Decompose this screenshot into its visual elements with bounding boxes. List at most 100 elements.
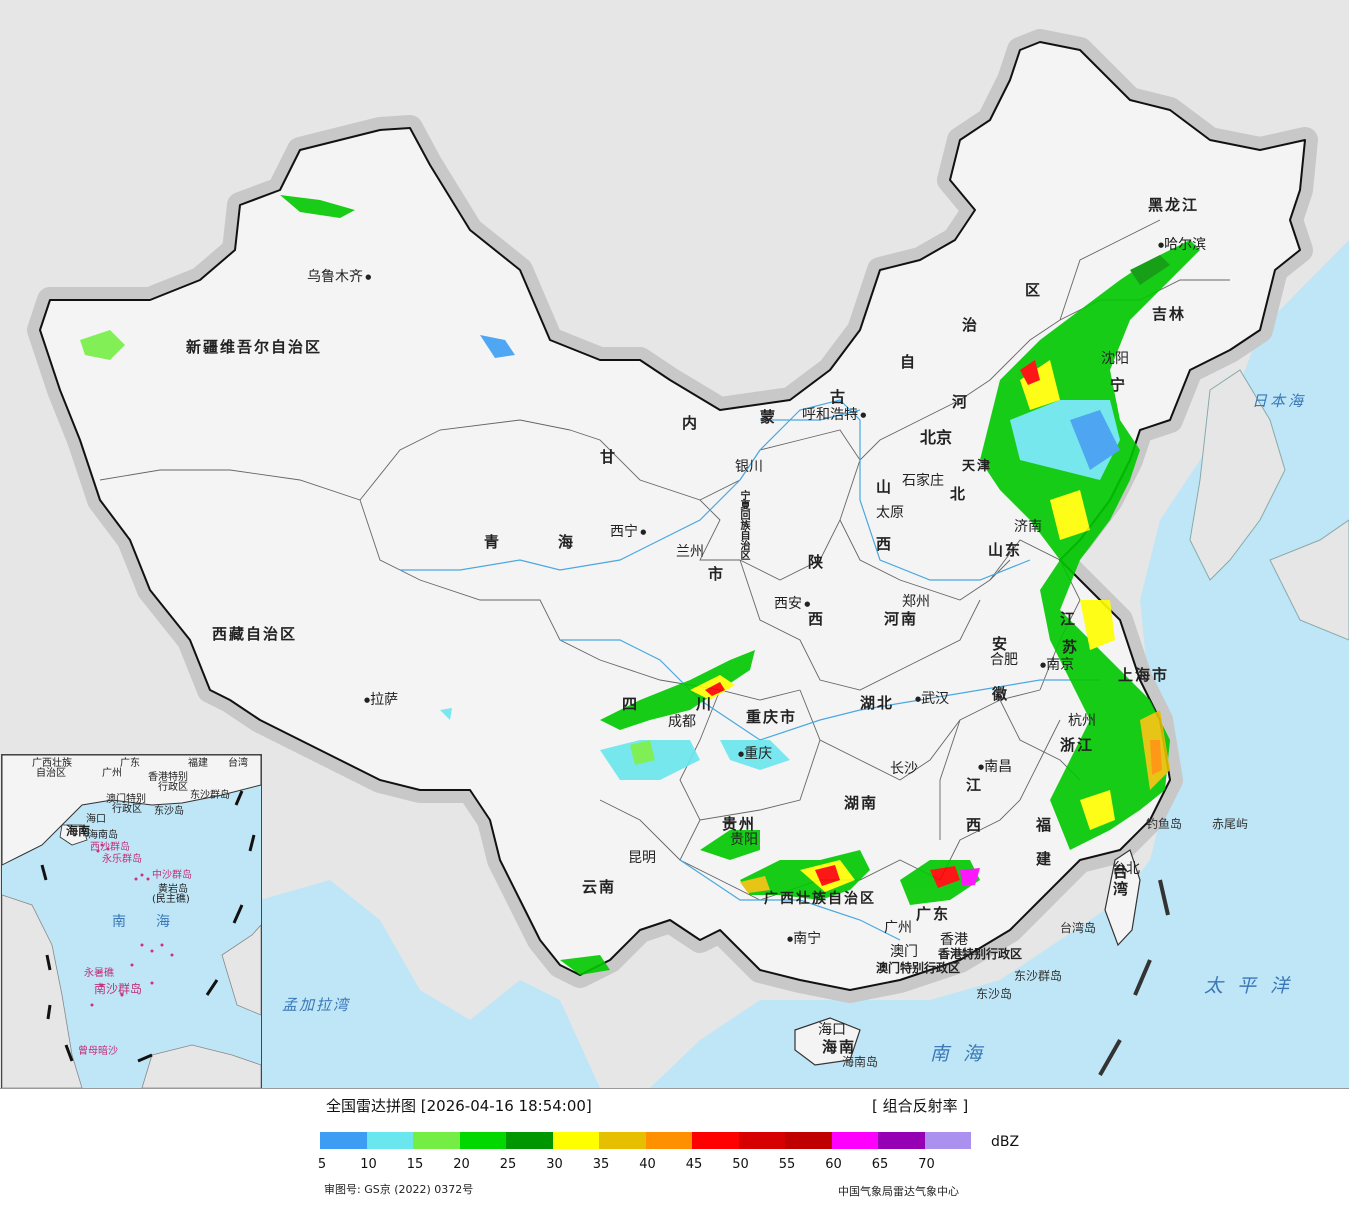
province-label: 宁	[1110, 376, 1128, 394]
province-label: 安	[992, 635, 1010, 653]
colorbar-tick: 20	[453, 1157, 470, 1172]
colorbar-swatch	[878, 1132, 925, 1149]
province-label: 海	[558, 533, 576, 551]
inset-label: 广东	[120, 758, 140, 769]
inset-label: 永暑礁	[84, 968, 114, 979]
province-label: 广西壮族自治区	[764, 891, 876, 907]
colorbar-swatch	[320, 1132, 367, 1149]
island-label: 东沙群岛	[1014, 969, 1063, 983]
city-label: 合肥	[990, 652, 1018, 668]
province-label: 治	[962, 316, 980, 334]
city-label: 杭州	[1068, 713, 1096, 729]
sea-label: 日本海	[1252, 392, 1307, 410]
city-label: 呼和浩特	[802, 408, 866, 422]
city-label: 拉萨	[364, 693, 398, 707]
city-label: 台北	[1112, 861, 1140, 877]
province-label: 澳门特别行政区	[876, 961, 961, 975]
colorbar-swatch	[785, 1132, 832, 1149]
inset-label: 东沙岛	[154, 806, 184, 817]
colorbar-tick: 30	[546, 1157, 563, 1172]
city-label: 海口	[818, 1022, 846, 1038]
province-label: 天津	[962, 459, 993, 474]
inset-label: 西沙群岛	[90, 842, 130, 853]
city-label: 太原	[876, 505, 904, 521]
province-label: 徽	[992, 685, 1010, 703]
sea-label: 太平洋	[1204, 975, 1304, 997]
province-label: 甘	[600, 448, 618, 466]
colorbar-swatch	[831, 1132, 878, 1149]
inset-label: 海南	[66, 824, 91, 838]
city-label: 重庆	[738, 747, 772, 761]
inset-label: 台湾	[228, 758, 248, 769]
province-label: 上海市	[1118, 666, 1170, 684]
province-label: 香港特别行政区	[938, 947, 1023, 961]
colorbar-swatch	[692, 1132, 739, 1149]
province-label: 江	[1060, 610, 1078, 628]
province-label: 吉林	[1152, 305, 1187, 323]
island-label: 台湾岛	[1060, 921, 1097, 935]
colorbar-tick: 60	[825, 1157, 842, 1172]
sea-label: 孟加拉湾	[282, 996, 351, 1014]
province-label: 四	[622, 695, 640, 713]
colorbar-tick: 65	[871, 1157, 889, 1172]
province-label: 山	[876, 478, 894, 496]
province-label: 青	[484, 533, 502, 551]
province-label: 西	[876, 535, 894, 553]
colorbar-swatch	[599, 1132, 646, 1149]
inset-label: 南	[112, 914, 136, 930]
inset-label: 行政区	[158, 782, 188, 793]
city-label: 乌鲁木齐	[307, 270, 371, 284]
island-label: 东沙岛	[976, 987, 1013, 1001]
province-label: 宁夏回族自治区	[738, 490, 749, 560]
city-label: 银川	[735, 459, 763, 475]
colorbar-swatch	[924, 1132, 971, 1149]
colorbar-tick: 70	[918, 1157, 935, 1172]
colorbar-tick: 50	[732, 1157, 749, 1172]
inset-label: (民主礁)	[152, 894, 190, 905]
inset-label: 行政区	[112, 804, 142, 815]
city-label: 广州	[884, 920, 912, 936]
province-label: 台湾	[1111, 864, 1129, 898]
colorbar-swatch	[738, 1132, 785, 1149]
city-label: 南京	[1040, 658, 1074, 672]
province-label: 建	[1036, 850, 1054, 868]
province-label: 苏	[1062, 638, 1080, 656]
inset-label: 海口	[86, 814, 106, 825]
source-label: 中国气象局雷达气象中心	[838, 1185, 959, 1198]
province-label: 河南	[884, 610, 919, 628]
city-label: 济南	[1014, 519, 1042, 535]
inset-label: 广州	[102, 768, 122, 779]
city-label: 长沙	[890, 761, 918, 777]
province-label: 内	[682, 414, 700, 432]
province-label: 古	[830, 388, 848, 406]
province-label: 区	[1025, 281, 1043, 299]
city-label: 香港	[940, 932, 968, 948]
inset-label: 永乐群岛	[102, 854, 142, 865]
province-label: 海南	[822, 1038, 857, 1056]
colorbar-swatch	[552, 1132, 599, 1149]
province-label: 北	[950, 485, 968, 503]
inset-label: 澳门特别	[106, 794, 146, 805]
inset-label: 广西壮族	[32, 758, 72, 769]
south-china-sea-inset: 广西壮族 自治区 广州 广东 福建 台湾 香港特别 行政区 澳门特别 行政区 东…	[1, 754, 262, 1089]
province-label: 山东	[988, 541, 1023, 559]
colorbar-swatch	[645, 1132, 692, 1149]
inset-label: 黄岩岛	[158, 884, 188, 895]
unit-label: dBZ	[991, 1134, 1020, 1150]
inset-label: 曾母暗沙	[78, 1046, 118, 1057]
inset-label: 南沙群岛	[94, 982, 143, 996]
legend-title: 全国雷达拼图 [2026-04-16 18:54:00]	[326, 1097, 592, 1115]
product-name: [ 组合反射率 ]	[872, 1097, 969, 1115]
province-label: 黑龙江	[1148, 196, 1200, 214]
colorbar-swatch	[366, 1132, 413, 1149]
city-label: 成都	[668, 714, 696, 730]
colorbar-swatch	[413, 1132, 460, 1149]
colorbar-swatch	[459, 1132, 506, 1149]
colorbar-tick: 55	[778, 1157, 796, 1172]
city-label: 北京	[920, 428, 953, 447]
island-label: 赤尾屿	[1212, 817, 1249, 831]
island-label: 钓鱼岛	[1146, 817, 1183, 831]
sea-label: 南海	[930, 1043, 997, 1065]
city-label: 郑州	[902, 594, 930, 610]
